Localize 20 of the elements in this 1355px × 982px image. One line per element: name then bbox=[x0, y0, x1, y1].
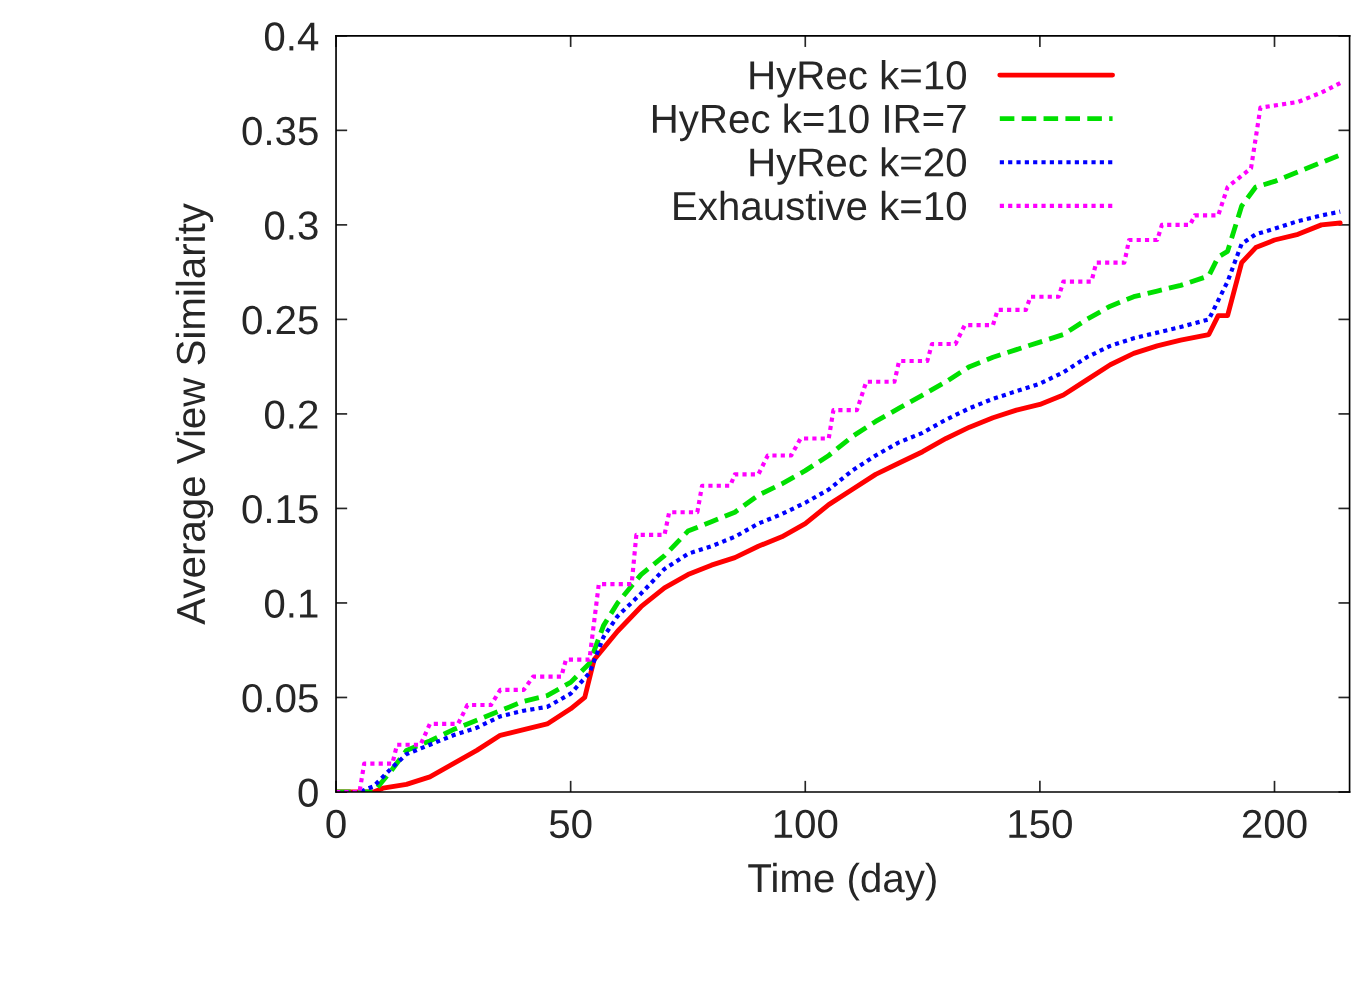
y-tick-label: 0.2 bbox=[264, 400, 318, 429]
legend-label: HyRec k=10 IR=7 bbox=[652, 103, 966, 142]
y-tick-label: 0.1 bbox=[264, 589, 318, 618]
legend-label: Exhaustive k=10 bbox=[674, 190, 966, 221]
x-tick-label: 0 bbox=[326, 809, 346, 839]
y-tick-label: 0.35 bbox=[242, 116, 318, 146]
x-tick-label: 150 bbox=[1009, 809, 1072, 839]
y-tick-label: 0.4 bbox=[264, 22, 319, 51]
y-tick-label: 0 bbox=[298, 778, 318, 807]
x-tick-label: 50 bbox=[549, 809, 592, 839]
legend-label: HyRec k=20 bbox=[750, 147, 966, 185]
y-tick-label: 0.3 bbox=[264, 211, 318, 240]
x-axis-title: Time (day) bbox=[748, 862, 936, 901]
x-tick-label: 100 bbox=[774, 809, 838, 839]
y-axis-title: Average View Similarity bbox=[175, 203, 214, 625]
y-tick-label: 0.25 bbox=[242, 305, 318, 335]
x-tick-label: 200 bbox=[1242, 809, 1307, 839]
y-tick-label: 0.05 bbox=[242, 683, 318, 713]
legend-label: HyRec k=10 bbox=[750, 60, 966, 98]
y-tick-label: 0.15 bbox=[242, 494, 318, 524]
